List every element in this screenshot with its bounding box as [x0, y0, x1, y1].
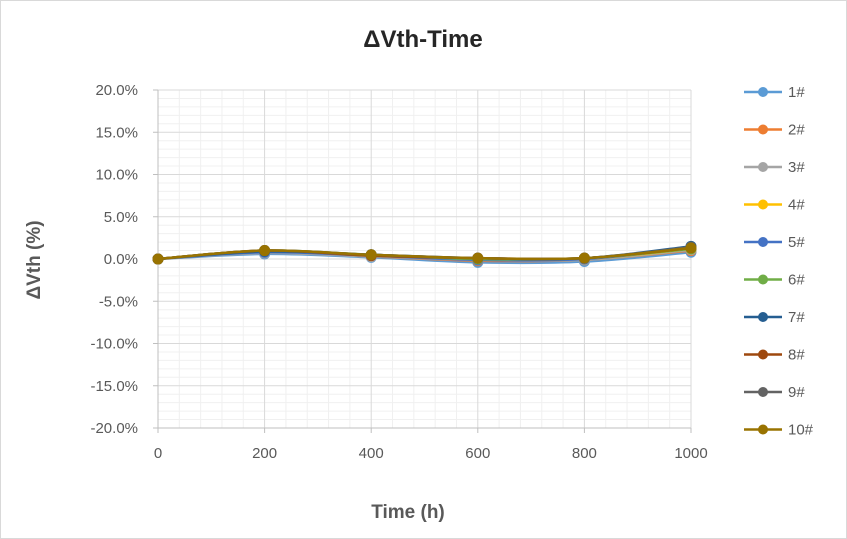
chart-title: ΔVth-Time	[363, 26, 482, 53]
x-axis-ticks: 0 200 400 600 800 1000	[154, 428, 708, 462]
x-tick-label: 200	[252, 445, 277, 462]
y-tick-label: 20.0%	[95, 82, 138, 99]
legend-label-9#: 9#	[788, 384, 805, 401]
legend: 1# 2# 3# 4# 5# 6# 7# 8# 9# 10#	[744, 84, 814, 439]
y-tick-label: 0.0%	[104, 251, 138, 268]
x-tick-label: 0	[154, 445, 162, 462]
y-axis-ticks: 20.0% 15.0% 10.0% 5.0% 0.0% -5.0% -10.0% -15.0%…	[90, 82, 158, 437]
legend-marker-10#	[758, 424, 768, 435]
y-tick-label: 10.0%	[95, 167, 138, 184]
data-point	[578, 252, 590, 264]
data-point	[685, 242, 697, 254]
legend-label-10#: 10#	[788, 422, 814, 439]
legend-label-3#: 3#	[788, 159, 805, 176]
legend-label-7#: 7#	[788, 309, 805, 326]
legend-label-1#: 1#	[788, 84, 805, 101]
legend-label-5#: 5#	[788, 234, 805, 251]
legend-marker-4#	[758, 199, 768, 210]
y-tick-label: -5.0%	[99, 293, 138, 310]
series-layer	[152, 240, 697, 268]
legend-marker-2#	[758, 124, 768, 135]
legend-marker-3#	[758, 162, 768, 172]
legend-label-2#: 2#	[788, 122, 805, 139]
legend-marker-6#	[758, 274, 768, 285]
x-tick-label: 400	[359, 445, 384, 462]
legend-marker-8#	[758, 349, 768, 360]
x-tick-label: 600	[465, 445, 490, 462]
y-tick-label: 5.0%	[104, 209, 138, 226]
data-point	[259, 245, 271, 257]
legend-label-8#: 8#	[788, 347, 805, 364]
data-point	[152, 253, 164, 265]
legend-marker-7#	[758, 312, 768, 322]
y-tick-label: -15.0%	[90, 378, 138, 395]
legend-marker-5#	[758, 237, 768, 247]
legend-label-6#: 6#	[788, 272, 805, 289]
legend-marker-1#	[758, 87, 768, 97]
x-axis-title: Time (h)	[371, 502, 445, 523]
legend-label-4#: 4#	[788, 197, 805, 214]
y-tick-label: -10.0%	[90, 336, 138, 353]
data-point	[365, 249, 377, 261]
data-point	[472, 252, 484, 264]
x-tick-label: 1000	[674, 445, 707, 462]
series-line-10#	[157, 246, 692, 261]
x-tick-label: 800	[572, 445, 597, 462]
legend-marker-9#	[758, 387, 768, 397]
y-tick-label: 15.0%	[95, 124, 138, 141]
y-axis-title: ΔVth (%)	[24, 220, 45, 299]
y-tick-label: -20.0%	[90, 420, 138, 437]
